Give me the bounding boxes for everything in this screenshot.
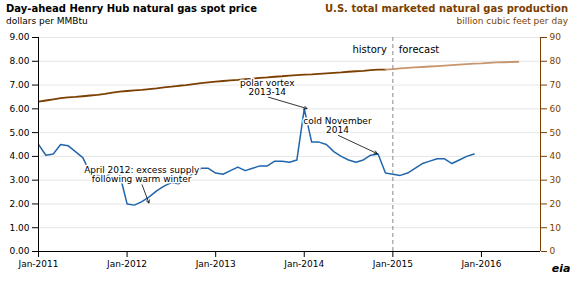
svg-text:Jan-2016: Jan-2016: [460, 259, 501, 269]
svg-text:6.00: 6.00: [9, 104, 29, 114]
svg-text:Jan-2011: Jan-2011: [17, 259, 58, 269]
svg-text:8.00: 8.00: [9, 56, 29, 66]
svg-text:80: 80: [550, 56, 562, 66]
svg-text:90: 90: [550, 32, 562, 42]
html-text:U.S. total marketed natural ga: U.S. total marketed natural gas producti…: [325, 3, 568, 14]
svg-text:April 2012: excess supplyfollo: April 2012: excess supplyfollowing warm …: [84, 165, 200, 184]
svg-text:eia: eia: [552, 262, 571, 275]
svg-text:5.00: 5.00: [9, 127, 29, 137]
svg-text:4.00: 4.00: [9, 151, 29, 161]
svg-text:9.00: 9.00: [9, 32, 29, 42]
svg-text:0: 0: [550, 246, 556, 256]
html-text:dollars per MMBtu: dollars per MMBtu: [6, 16, 88, 26]
svg-text:Jan-2013: Jan-2013: [195, 259, 236, 269]
svg-text:2.00: 2.00: [9, 199, 29, 209]
svg-text:10: 10: [550, 223, 562, 233]
svg-text:cold November2014: cold November2014: [303, 116, 372, 135]
svg-text:Jan-2015: Jan-2015: [372, 259, 413, 269]
svg-text:50: 50: [550, 127, 562, 137]
html-text:billion cubic feet per day: billion cubic feet per day: [456, 16, 568, 26]
svg-text:70: 70: [550, 80, 562, 90]
svg-text:60: 60: [550, 104, 562, 114]
svg-text:40: 40: [550, 151, 562, 161]
svg-text:3.00: 3.00: [9, 175, 29, 185]
svg-text:forecast: forecast: [399, 44, 440, 55]
svg-text:0.00: 0.00: [9, 246, 29, 256]
svg-text:Jan-2012: Jan-2012: [106, 259, 147, 269]
svg-text:history: history: [352, 44, 386, 55]
svg-text:7.00: 7.00: [9, 80, 29, 90]
html-text:Day-ahead Henry Hub natural ga: Day-ahead Henry Hub natural gas spot pri…: [6, 3, 257, 14]
svg-text:1.00: 1.00: [9, 223, 29, 233]
svg-text:polar vortex2013-14: polar vortex2013-14: [240, 78, 295, 97]
svg-text:Jan-2014: Jan-2014: [283, 259, 324, 269]
svg-text:30: 30: [550, 175, 562, 185]
svg-text:20: 20: [550, 199, 562, 209]
